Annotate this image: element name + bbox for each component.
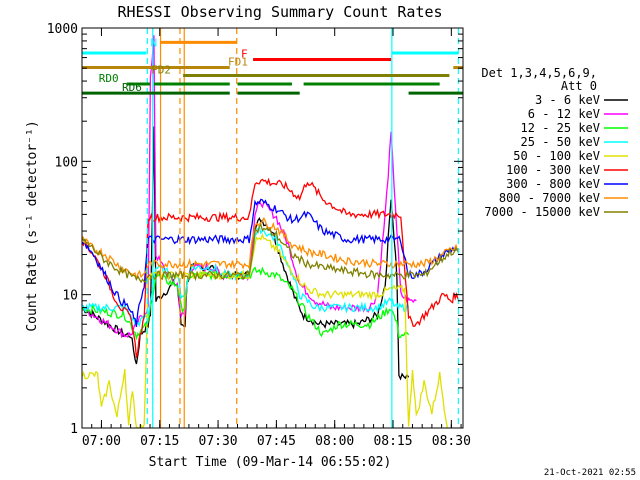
flag-label-5: FD2	[151, 64, 171, 77]
x-tick-label: 08:00	[315, 434, 354, 449]
x-axis-label: Start Time (09-Mar-14 06:55:02)	[149, 455, 392, 470]
flag-label-7: RD6	[122, 81, 142, 94]
axis-layer: 07:00 07:15 07:30 07:45 08:00 08:15 08:30 1 10 10…	[47, 22, 471, 449]
legend-label: 300 - 800 keV	[506, 177, 600, 191]
series-layer	[82, 35, 460, 428]
x-tick-label: 07:30	[199, 434, 238, 449]
series-line-6	[82, 177, 460, 359]
plot-frame	[81, 27, 464, 429]
legend-label: 100 - 300 keV	[506, 163, 600, 177]
flag-label-6: RD0	[99, 72, 119, 85]
series-line-1	[82, 126, 410, 381]
series-line-7	[82, 198, 460, 328]
legend-label: 25 - 50 keV	[521, 135, 600, 149]
series-line-5	[82, 232, 449, 428]
legend-header-line-1: Det 1,3,4,5,6,9,	[481, 66, 597, 80]
x-tick-label: 07:45	[257, 434, 296, 449]
y-tick-label: 1	[70, 422, 78, 437]
x-tick-label: 08:15	[373, 434, 412, 449]
y-tick-label: 1000	[47, 22, 78, 37]
series-line-8	[82, 216, 460, 281]
flag-marker-1: N	[151, 36, 158, 49]
legend-label: 3 - 6 keV	[535, 93, 600, 107]
legend-label: 50 - 100 keV	[513, 149, 600, 163]
legend-label: 6 - 12 keV	[528, 107, 600, 121]
series-line-9	[82, 223, 460, 284]
x-tick-label: 07:00	[82, 434, 121, 449]
legend-label: 7000 - 15000 keV	[484, 205, 600, 219]
legend-label: 12 - 25 keV	[521, 121, 600, 135]
flag-label-4: FD1	[228, 56, 248, 69]
chart-title: RHESSI Observing Summary Count Rates	[117, 3, 442, 21]
y-tick-label: 10	[62, 289, 78, 304]
y-axis-label: Count Rate (s⁻¹ detector⁻¹)	[25, 120, 40, 331]
vertical-marker-layer	[146, 28, 459, 428]
x-tick-label: 07:15	[140, 434, 179, 449]
x-tick-label: 08:30	[432, 434, 471, 449]
legend-label: 800 - 7000 keV	[499, 191, 600, 205]
y-tick-label: 100	[55, 155, 78, 170]
footer-date: 21-Oct-2021 02:55	[544, 468, 636, 478]
legend-header-line-2: Att 0	[561, 79, 597, 93]
flag-label-3: F	[241, 48, 248, 61]
